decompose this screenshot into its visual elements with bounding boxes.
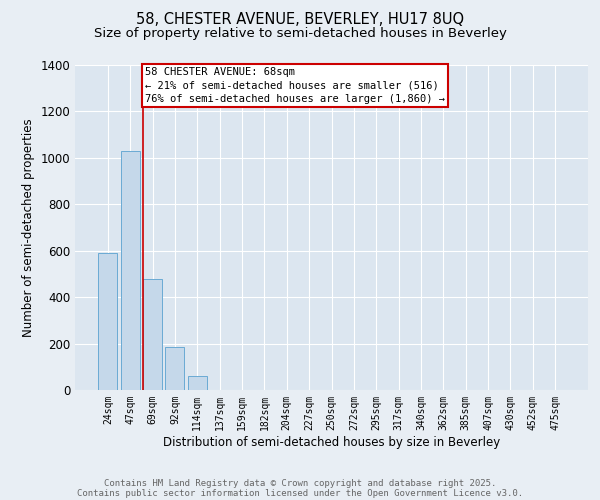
Bar: [143, 278, 162, 390]
Text: 58 CHESTER AVENUE: 68sqm
← 21% of semi-detached houses are smaller (516)
76% of : 58 CHESTER AVENUE: 68sqm ← 21% of semi-d…: [145, 68, 445, 104]
X-axis label: Distribution of semi-detached houses by size in Beverley: Distribution of semi-detached houses by …: [163, 436, 500, 448]
Y-axis label: Number of semi-detached properties: Number of semi-detached properties: [22, 118, 35, 337]
Text: 58, CHESTER AVENUE, BEVERLEY, HU17 8UQ: 58, CHESTER AVENUE, BEVERLEY, HU17 8UQ: [136, 12, 464, 28]
Bar: [121, 151, 140, 390]
Text: Size of property relative to semi-detached houses in Beverley: Size of property relative to semi-detach…: [94, 28, 506, 40]
Bar: [188, 376, 207, 390]
Text: Contains public sector information licensed under the Open Government Licence v3: Contains public sector information licen…: [77, 488, 523, 498]
Bar: [166, 347, 184, 390]
Text: Contains HM Land Registry data © Crown copyright and database right 2025.: Contains HM Land Registry data © Crown c…: [104, 478, 496, 488]
Bar: [98, 253, 118, 390]
